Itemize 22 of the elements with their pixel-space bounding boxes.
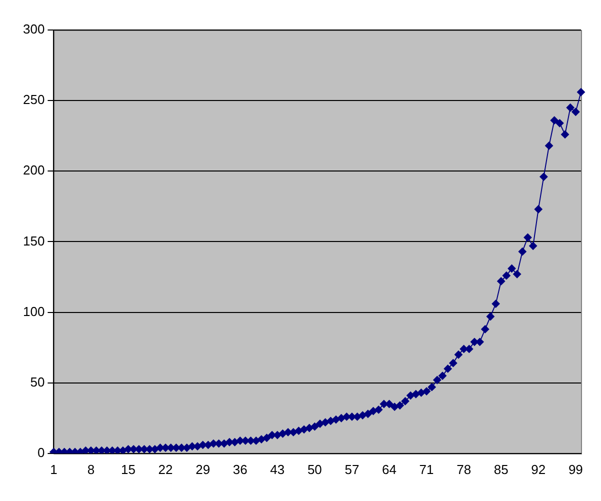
x-tick-label: 99 [568, 462, 583, 477]
x-tick-label: 92 [531, 462, 546, 477]
x-tick-label: 15 [121, 462, 136, 477]
y-tick-label: 250 [22, 92, 45, 108]
x-tick-label: 43 [270, 462, 285, 477]
y-tick-label: 200 [22, 162, 45, 178]
x-tick-label: 64 [382, 462, 396, 477]
x-tick-label: 50 [307, 462, 322, 477]
x-tick-label: 71 [419, 462, 434, 477]
x-tick-label: 8 [87, 462, 95, 477]
y-tick-label: 150 [22, 233, 45, 248]
x-tick-label: 78 [456, 462, 472, 477]
x-tick-label: 36 [232, 462, 248, 477]
y-tick-label: 0 [37, 444, 45, 460]
y-tick-label: 100 [22, 304, 45, 319]
x-tick-label: 29 [196, 462, 210, 477]
y-tick-label: 300 [22, 22, 45, 37]
x-tick-label: 22 [158, 462, 173, 477]
x-tick-label: 1 [50, 462, 58, 477]
y-tick-label: 50 [30, 374, 45, 390]
x-tick-label: 57 [344, 462, 360, 477]
x-tick-label: 85 [494, 462, 508, 477]
